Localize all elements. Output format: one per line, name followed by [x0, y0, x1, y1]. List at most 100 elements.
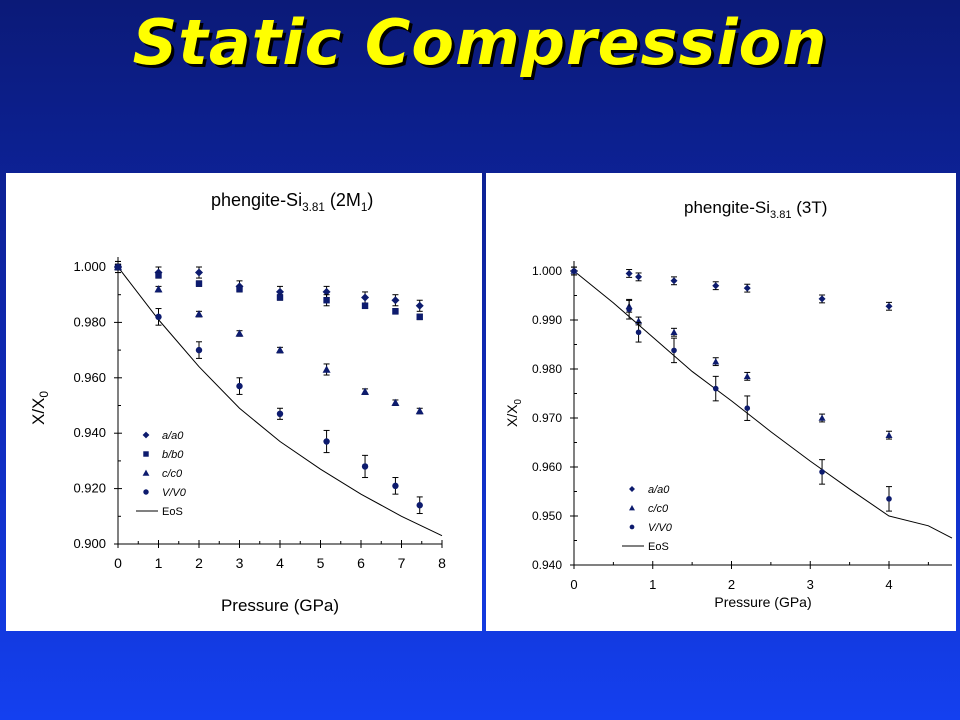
chart-title-main: phengite-Si: [211, 190, 302, 210]
chart-title-suffix: (3T): [792, 198, 828, 217]
chart-title-suffix-subscript: 1: [361, 201, 368, 214]
legend-marker: [629, 524, 635, 530]
eos-line: [573, 270, 953, 539]
data-point: [361, 302, 369, 309]
chart-2m1: phengite-Si3.81 (2M1) 0.900 0.920 0.940 0.96…: [29, 190, 446, 615]
data-point: [276, 346, 284, 354]
data-point: [712, 358, 720, 365]
data-point: [276, 294, 284, 301]
data-point: [712, 282, 720, 290]
chart-title-main: phengite-Si: [684, 198, 770, 217]
legend-label: EoS: [162, 506, 183, 518]
data-point: [818, 414, 826, 421]
legend-marker: [143, 451, 149, 457]
series-V-V0: [571, 266, 892, 512]
data-point: [391, 398, 400, 406]
x-tick-label: 2: [195, 555, 203, 571]
y-tick-label: 0.950: [532, 509, 562, 523]
eos-line: [117, 266, 443, 537]
data-point: [322, 287, 331, 296]
data-point: [361, 387, 370, 395]
x-axis-label: Pressure (GPa): [714, 594, 811, 610]
y-tick-label: 1.000: [73, 259, 106, 274]
data-point: [195, 310, 203, 318]
data-point: [670, 328, 678, 336]
data-point: [818, 295, 826, 303]
legend-marker: [142, 469, 150, 476]
y-axis-label: X/X0: [504, 398, 524, 427]
data-point: [235, 329, 244, 337]
x-tick-label: 0: [114, 555, 122, 571]
y-tick-label: 0.960: [532, 460, 562, 474]
data-point: [392, 308, 399, 315]
data-point: [361, 293, 370, 302]
chart-title: phengite-Si3.81 (3T): [684, 198, 827, 221]
chart-title: phengite-Si3.81 (2M1): [211, 190, 373, 214]
x-tick-label: 5: [317, 555, 325, 571]
data-point: [712, 385, 719, 392]
data-point: [635, 329, 642, 336]
y-tick-label: 1.000: [532, 264, 562, 278]
legend-label: V/V0: [648, 522, 673, 534]
data-point: [886, 496, 892, 502]
x-tick-label: 4: [276, 555, 284, 571]
data-point: [114, 263, 122, 271]
y-tick-label: 0.900: [73, 536, 106, 551]
data-point: [276, 287, 284, 296]
legend-label: c/c0: [162, 468, 183, 480]
data-point: [571, 268, 577, 274]
series-c-c0: [114, 263, 424, 415]
data-point: [236, 382, 243, 390]
data-point: [391, 296, 400, 305]
x-tick-label: 1: [155, 555, 163, 571]
data-point: [743, 372, 751, 380]
legend-label: c/c0: [648, 503, 669, 515]
x-tick-label: 0: [570, 577, 577, 592]
x-tick-label: 1: [649, 577, 656, 592]
data-point: [361, 463, 369, 470]
y-tick-label: 0.960: [73, 370, 106, 385]
data-point: [392, 482, 399, 490]
data-point: [323, 297, 330, 304]
y-tick-label: 0.970: [532, 411, 562, 425]
legend-label: b/b0: [162, 449, 184, 461]
x-tick-label: 8: [438, 555, 446, 571]
data-point: [626, 306, 632, 313]
data-point: [236, 285, 243, 293]
data-point: [415, 301, 424, 310]
x-tick-label: 7: [398, 555, 406, 571]
data-point: [819, 469, 825, 475]
legend-label: a/a0: [162, 430, 184, 442]
y-axis-label-main: X/X: [29, 398, 48, 425]
chart-title-subscript: 3.81: [770, 209, 792, 221]
data-point: [195, 280, 203, 287]
chart-panel-3t: phengite-Si3.81 (3T) 0.940 0.950 0.960 0.970…: [486, 173, 956, 631]
y-axis-label-subscript: 0: [513, 398, 524, 404]
data-point: [885, 431, 893, 438]
series-a-a0: [570, 266, 893, 311]
x-tick-label: 2: [728, 577, 735, 592]
y-tick-label: 0.940: [73, 425, 106, 440]
y-tick-label: 0.920: [73, 481, 106, 496]
legend-label: V/V0: [162, 487, 187, 499]
data-point: [322, 365, 331, 373]
data-point: [276, 410, 284, 418]
data-point: [415, 407, 424, 415]
legend-marker: [142, 431, 150, 439]
series-c-c0: [570, 266, 893, 440]
data-point: [323, 438, 330, 445]
x-axis-label: Pressure (GPa): [221, 596, 339, 615]
legend-marker: [629, 486, 635, 492]
data-point: [885, 302, 893, 310]
data-point: [155, 272, 162, 279]
data-point: [416, 502, 423, 509]
data-point: [195, 346, 203, 354]
chart-3t: phengite-Si3.81 (3T) 0.940 0.950 0.960 0.970…: [504, 198, 953, 610]
x-tick-label: 3: [236, 555, 244, 571]
data-point: [635, 273, 643, 281]
chart-panel-2m1: phengite-Si3.81 (2M1) 0.900 0.920 0.940 0.96…: [6, 173, 482, 631]
series-V-V0: [114, 260, 423, 515]
data-point: [744, 405, 751, 411]
x-tick-label: 3: [807, 577, 814, 592]
data-point: [670, 277, 678, 285]
